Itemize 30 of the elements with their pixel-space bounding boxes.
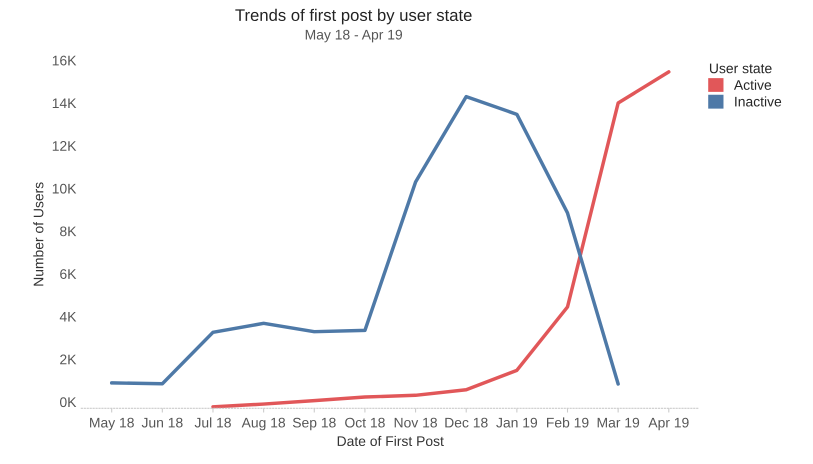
legend-label: Inactive: [735, 96, 782, 107]
y-tick-label: 2K: [60, 354, 76, 364]
x-tick-label: Feb 19: [547, 417, 588, 428]
x-tick-label: Jan 19: [496, 418, 538, 428]
x-tick-label: Apr 19: [648, 418, 689, 430]
legend-label: Active: [734, 80, 772, 90]
x-tick-label: Jun 18: [142, 418, 183, 428]
y-tick-label: 4K: [60, 312, 76, 322]
x-axis-title: Date of First Post: [338, 436, 444, 446]
x-tick-label: Mar 19: [598, 418, 640, 428]
line-series: [211, 70, 671, 408]
y-tick-label: 6K: [60, 269, 76, 279]
x-tick-label: Oct 18: [345, 418, 385, 428]
x-tick-label: May 18: [90, 418, 134, 430]
y-tick-label: 10K: [52, 184, 76, 194]
x-tick-label: Dec 18: [445, 418, 488, 428]
x-tick-label: Jul 18: [194, 417, 231, 428]
line-series: [110, 94, 620, 386]
x-tick-label: Aug 18: [242, 418, 286, 430]
y-tick-label: 0K: [60, 397, 76, 408]
x-tick-label: Nov 18: [394, 418, 437, 428]
chart-subtitle: May 18 - Apr 19: [306, 30, 402, 42]
y-axis-title: Number of Users: [33, 182, 44, 286]
y-tick-label: 12K: [52, 141, 76, 151]
y-tick-label: 8K: [60, 226, 76, 236]
y-tick-label: 16K: [52, 56, 76, 66]
chart-title: Trends of first post by user state: [235, 8, 472, 24]
x-tick-label: Sep 18: [292, 418, 336, 430]
legend-title: User state: [710, 64, 772, 74]
y-tick-label: 14K: [52, 98, 76, 108]
